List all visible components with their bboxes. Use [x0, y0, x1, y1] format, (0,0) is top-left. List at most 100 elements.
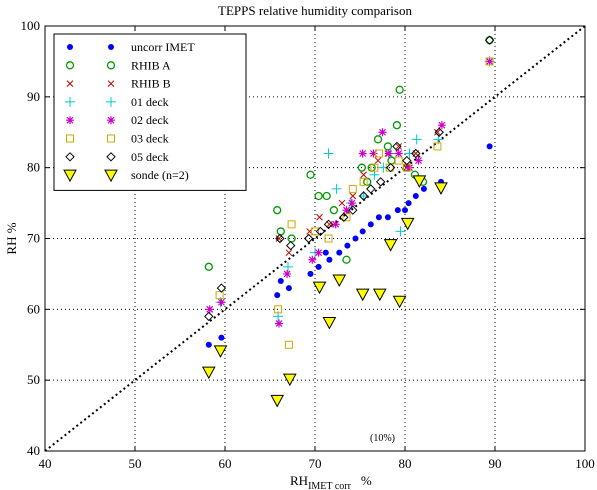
- data-point: [370, 163, 379, 172]
- legend-entry: RHIB A: [65, 58, 171, 72]
- legend-marker: [66, 116, 74, 125]
- data-point: [329, 206, 339, 215]
- data-point: [312, 281, 327, 295]
- x-tick-label: 80: [399, 456, 412, 471]
- data-point: [303, 233, 314, 244]
- data-point: [323, 219, 334, 230]
- data-point: [204, 262, 213, 271]
- y-axis-label: RH %: [4, 222, 19, 254]
- series-01-deck: [215, 56, 495, 322]
- data-point: [339, 212, 349, 222]
- legend: uncorr IMET RHIB A RHIB B 01 deck 02 deck 03 …: [53, 33, 247, 191]
- data-point: [204, 311, 214, 322]
- data-point: [307, 270, 314, 277]
- data-point: [275, 233, 285, 244]
- data-point: [323, 148, 334, 159]
- data-point: [348, 205, 358, 215]
- data-point: [326, 256, 333, 263]
- data-point: [357, 163, 366, 172]
- x-tick-label: 100: [575, 456, 595, 471]
- legend-marker: [107, 116, 115, 125]
- y-tick-label: 100: [21, 18, 41, 33]
- data-point: [434, 127, 444, 137]
- data-point: [360, 171, 367, 179]
- data-point: [359, 228, 366, 235]
- data-point: [275, 319, 283, 328]
- data-point: [326, 220, 333, 228]
- series-sonde-n-2-: [201, 175, 448, 408]
- data-point: [405, 163, 414, 172]
- data-point: [274, 292, 281, 299]
- x-axis-label-subscript: IMET corr: [308, 481, 352, 490]
- legend-label: RHIB B: [131, 77, 171, 91]
- data-point: [420, 185, 427, 192]
- legend-marker: [106, 152, 116, 162]
- x-tick-label: 40: [39, 456, 52, 471]
- x-tick-label: 50: [129, 456, 142, 471]
- data-point: [412, 175, 427, 188]
- legend-entry: sonde (n=2): [63, 168, 189, 183]
- data-point: [315, 226, 326, 237]
- data-point: [215, 291, 224, 300]
- legend-entry: 03 deck: [66, 132, 169, 146]
- data-point: [373, 135, 383, 144]
- data-point: [395, 85, 404, 94]
- legend-marker: [66, 134, 74, 143]
- data-point: [217, 298, 226, 307]
- data-marks: [201, 35, 495, 408]
- legend-marker: [65, 96, 75, 107]
- y-tick-label: 70: [27, 231, 40, 246]
- series-05-deck: [204, 35, 495, 322]
- data-point: [411, 148, 421, 159]
- data-point: [306, 170, 315, 179]
- data-point: [405, 200, 412, 207]
- data-point: [283, 261, 293, 272]
- data-point: [336, 249, 343, 256]
- data-point: [355, 288, 370, 302]
- data-point: [332, 274, 347, 288]
- data-point: [433, 142, 442, 151]
- data-point: [205, 305, 214, 314]
- data-point: [402, 155, 412, 166]
- data-point: [205, 341, 212, 348]
- legend-label: 02 deck: [131, 113, 169, 127]
- data-point: [315, 263, 322, 270]
- data-point: [385, 162, 396, 173]
- data-point: [283, 269, 292, 278]
- data-point: [275, 235, 283, 242]
- y-tick-label: 50: [27, 372, 40, 387]
- data-point: [342, 206, 351, 215]
- data-point: [412, 193, 419, 199]
- data-point: [434, 182, 448, 195]
- series-02-deck: [205, 57, 494, 328]
- x-tick-label: 90: [489, 456, 502, 471]
- data-point: [369, 149, 378, 158]
- data-point: [348, 184, 357, 193]
- annotation-text: (10%): [370, 433, 395, 444]
- data-point: [216, 283, 227, 293]
- x-axis-label: RHIMET corr%: [290, 473, 372, 490]
- data-point: [374, 157, 382, 164]
- legend-entry: 01 deck: [65, 95, 169, 109]
- legend-marker: [106, 96, 116, 107]
- legend-marker: [65, 61, 75, 70]
- data-point: [367, 221, 374, 228]
- data-point: [486, 143, 493, 150]
- legend-marker: [63, 169, 77, 183]
- data-point: [282, 373, 297, 387]
- data-point: [213, 345, 228, 358]
- data-point: [331, 183, 342, 194]
- data-point: [270, 394, 285, 408]
- data-point: [404, 148, 415, 159]
- data-point: [311, 227, 319, 236]
- series-uncorr-imet: [205, 143, 493, 348]
- data-point: [394, 149, 403, 158]
- legend-label: 05 deck: [131, 150, 169, 164]
- legend-marker: [66, 80, 74, 87]
- data-point: [285, 249, 293, 257]
- data-point: [308, 255, 317, 264]
- legend-marker: [104, 169, 118, 183]
- data-point: [284, 340, 293, 349]
- legend-label: sonde (n=2): [131, 168, 189, 182]
